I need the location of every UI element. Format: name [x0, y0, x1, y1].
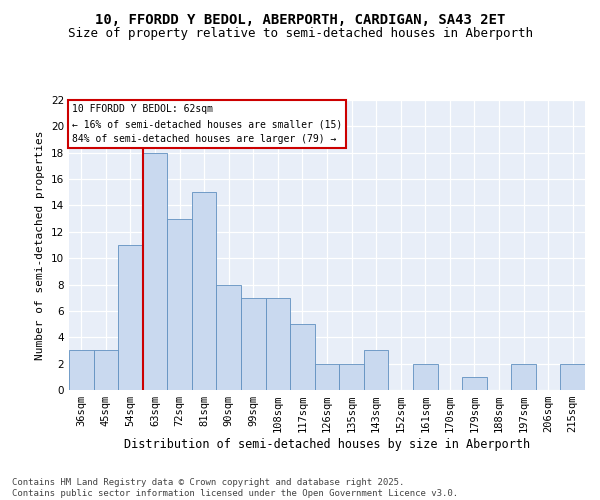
Text: 10, FFORDD Y BEDOL, ABERPORTH, CARDIGAN, SA43 2ET: 10, FFORDD Y BEDOL, ABERPORTH, CARDIGAN,… — [95, 12, 505, 26]
Bar — [167, 218, 192, 390]
Bar — [266, 298, 290, 390]
Bar — [315, 364, 339, 390]
Bar — [192, 192, 217, 390]
Bar — [94, 350, 118, 390]
Bar — [217, 284, 241, 390]
Bar — [339, 364, 364, 390]
Bar — [413, 364, 437, 390]
Bar — [290, 324, 315, 390]
Bar — [118, 245, 143, 390]
Y-axis label: Number of semi-detached properties: Number of semi-detached properties — [35, 130, 46, 360]
Bar — [560, 364, 585, 390]
Bar — [143, 152, 167, 390]
Text: Contains HM Land Registry data © Crown copyright and database right 2025.
Contai: Contains HM Land Registry data © Crown c… — [12, 478, 458, 498]
X-axis label: Distribution of semi-detached houses by size in Aberporth: Distribution of semi-detached houses by … — [124, 438, 530, 451]
Text: Size of property relative to semi-detached houses in Aberporth: Size of property relative to semi-detach… — [67, 28, 533, 40]
Bar — [241, 298, 266, 390]
Bar — [511, 364, 536, 390]
Bar — [69, 350, 94, 390]
Text: 10 FFORDD Y BEDOL: 62sqm
← 16% of semi-detached houses are smaller (15)
84% of s: 10 FFORDD Y BEDOL: 62sqm ← 16% of semi-d… — [71, 104, 342, 144]
Bar — [462, 377, 487, 390]
Bar — [364, 350, 388, 390]
